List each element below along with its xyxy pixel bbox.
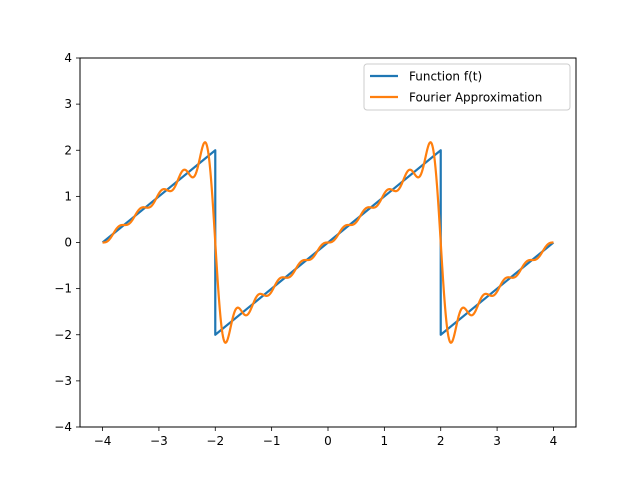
x-axis: −4 −3 −2 −1 0 1 2 3 4 (94, 427, 558, 448)
x-tick-label: 0 (324, 434, 332, 448)
series-layer (101, 141, 555, 344)
y-tick-label: 1 (64, 189, 72, 203)
x-tick-label: 3 (493, 434, 501, 448)
y-tick-label: −3 (54, 374, 72, 388)
x-tick-label: −4 (94, 434, 112, 448)
legend-box (363, 63, 571, 111)
x-tick-label: 1 (381, 434, 389, 448)
legend: Function f(t) Fourier Approximation (363, 63, 571, 111)
y-tick-label: −2 (54, 328, 72, 342)
x-tick-label: −2 (206, 434, 224, 448)
legend-label: Fourier Approximation (409, 91, 542, 105)
y-tick-label: −1 (54, 282, 72, 296)
x-tick-label: 4 (550, 434, 558, 448)
x-tick-label: −1 (263, 434, 281, 448)
plot-area (79, 57, 577, 428)
y-tick-label: 0 (64, 236, 72, 250)
y-axis: −4 −3 −2 −1 0 1 2 3 4 (54, 51, 80, 434)
y-tick-label: 3 (64, 97, 72, 111)
x-tick-label: 2 (437, 434, 445, 448)
y-tick-label: 4 (64, 51, 72, 65)
y-tick-label: 2 (64, 143, 72, 157)
legend-label: Function f(t) (409, 70, 482, 84)
x-tick-label: −3 (150, 434, 168, 448)
y-tick-label: −4 (54, 420, 72, 434)
series-line-fourier (101, 141, 555, 344)
